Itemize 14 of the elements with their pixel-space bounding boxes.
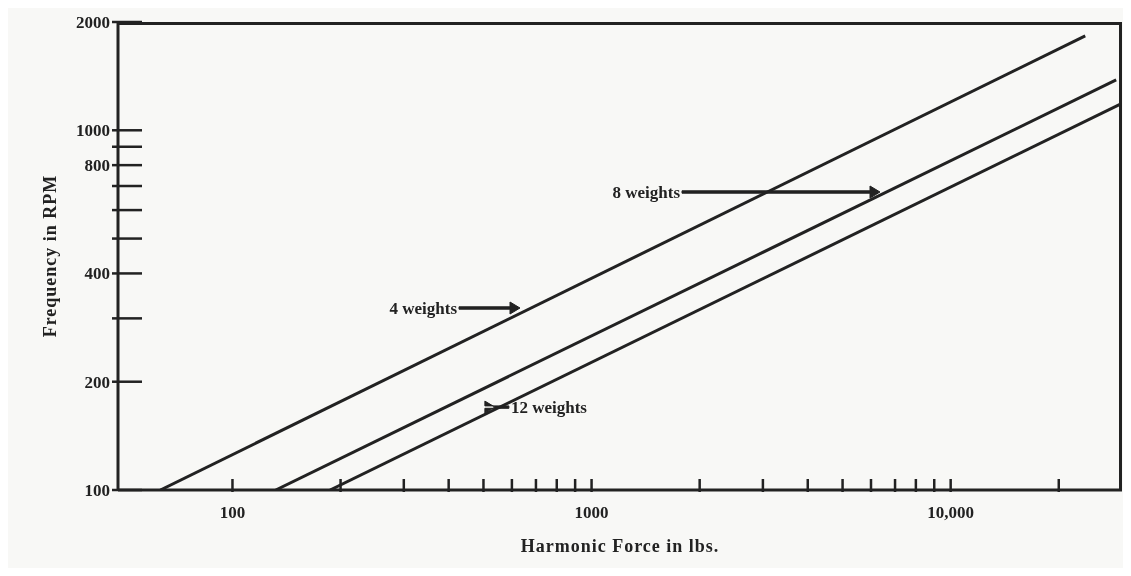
x-tick-label: 100 xyxy=(219,503,246,522)
annotation: 8 weights xyxy=(612,183,681,202)
y-tick-label: 200 xyxy=(84,372,110,392)
x-tick-label: 10,000 xyxy=(927,503,975,522)
annotation: 4 weights xyxy=(389,299,458,318)
x-axis-title: Harmonic Force in lbs. xyxy=(520,536,720,556)
annotation: 12 weights xyxy=(510,398,588,418)
x-tick-label: 1000 xyxy=(574,503,609,522)
y-axis-title: Frequency in RPM xyxy=(40,174,61,338)
y-tick-label: 1000 xyxy=(76,121,110,141)
y-tick-label: 2000 xyxy=(76,13,110,32)
y-tick-label: 400 xyxy=(84,264,110,284)
y-tick-label: 100 xyxy=(84,481,110,500)
y-tick-label: 800 xyxy=(84,156,110,176)
